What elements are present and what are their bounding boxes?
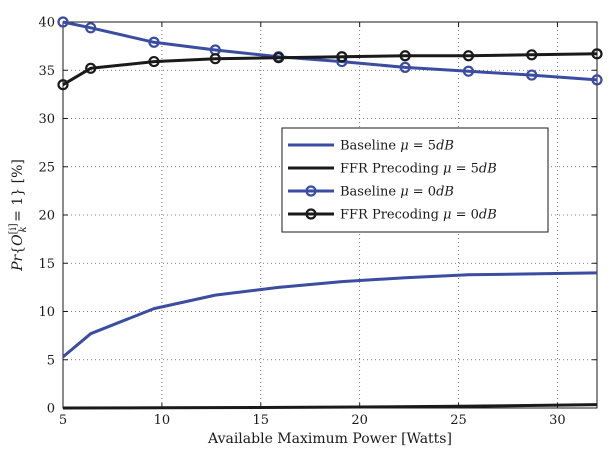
series-line-2 — [62, 20, 598, 82]
y-tick-label: 0 — [47, 402, 55, 417]
series-point-2 — [526, 69, 538, 81]
y-tick-label: 35 — [38, 64, 55, 79]
series-point-3 — [526, 49, 538, 61]
legend: Baseline μ = 5dB FFR Precoding μ = 5dB B… — [281, 127, 549, 233]
series-point-3 — [272, 52, 285, 64]
legend-label-baseline-5db: Baseline μ = 5dB — [340, 139, 454, 154]
series-point-3 — [336, 51, 348, 63]
x-tick-label: 20 — [351, 413, 368, 428]
x-tick-label: 30 — [549, 413, 566, 428]
x-tick-label: 10 — [154, 413, 171, 428]
x-tick-label: 5 — [59, 413, 67, 428]
legend-entry-ffr-5db: FFR Precoding μ = 5dB — [288, 162, 497, 177]
y-label-eq: = 1} — [10, 183, 26, 226]
y-label-percent: [%] — [10, 159, 26, 183]
series-point-2 — [462, 65, 475, 77]
legend-entry-baseline-5db: Baseline μ = 5dB — [288, 139, 454, 154]
legend-entry-baseline-0db: Baseline μ = 0dB — [288, 185, 454, 200]
series-point-2 — [399, 61, 411, 73]
y-tick-label: 15 — [38, 257, 55, 272]
series-point-3 — [57, 79, 69, 91]
series-point-2 — [591, 74, 603, 86]
y-label-subscript: k — [18, 226, 29, 232]
x-tick-label: 25 — [450, 413, 467, 428]
legend-marker-3 — [305, 208, 317, 220]
legend-entry-ffr-0db: FFR Precoding μ = 0dB — [288, 208, 497, 223]
y-tick-label: 10 — [38, 305, 55, 320]
series-point-3 — [209, 53, 221, 65]
x-tick-label: 15 — [253, 413, 270, 428]
series-point-2 — [85, 22, 97, 34]
y-label-superscript: [i] — [8, 223, 19, 234]
y-tick-label: 30 — [38, 112, 55, 127]
legend-label-ffr-5db: FFR Precoding μ = 5dB — [340, 162, 497, 177]
y-axis-label: Pr{O[i]k = 1} [%] — [8, 159, 29, 272]
y-tick-label: 25 — [38, 160, 55, 175]
y-label-brace: { — [10, 246, 26, 255]
series-line-0 — [62, 271, 598, 359]
series-point-3 — [591, 48, 603, 60]
series-point-3 — [462, 50, 475, 62]
legend-marker-2 — [305, 185, 317, 197]
series-point-3 — [399, 50, 411, 62]
y-tick-label: 40 — [38, 16, 55, 31]
legend-label-baseline-0db: Baseline μ = 0dB — [340, 185, 454, 200]
series-group — [57, 16, 603, 410]
series-line-1 — [62, 403, 598, 410]
x-axis-label: Available Maximum Power [Watts] — [207, 431, 452, 447]
y-tick-label: 20 — [38, 209, 55, 224]
series-point-2 — [148, 36, 160, 48]
series-point-2 — [57, 16, 69, 28]
y-label-o: O — [10, 234, 26, 246]
series-point-3 — [148, 55, 160, 68]
legend-label-ffr-0db: FFR Precoding μ = 0dB — [340, 208, 497, 223]
y-tick-label: 5 — [47, 353, 55, 368]
series-line-3 — [62, 52, 598, 86]
series-point-3 — [85, 62, 97, 74]
y-label-pr: Pr — [10, 253, 26, 271]
